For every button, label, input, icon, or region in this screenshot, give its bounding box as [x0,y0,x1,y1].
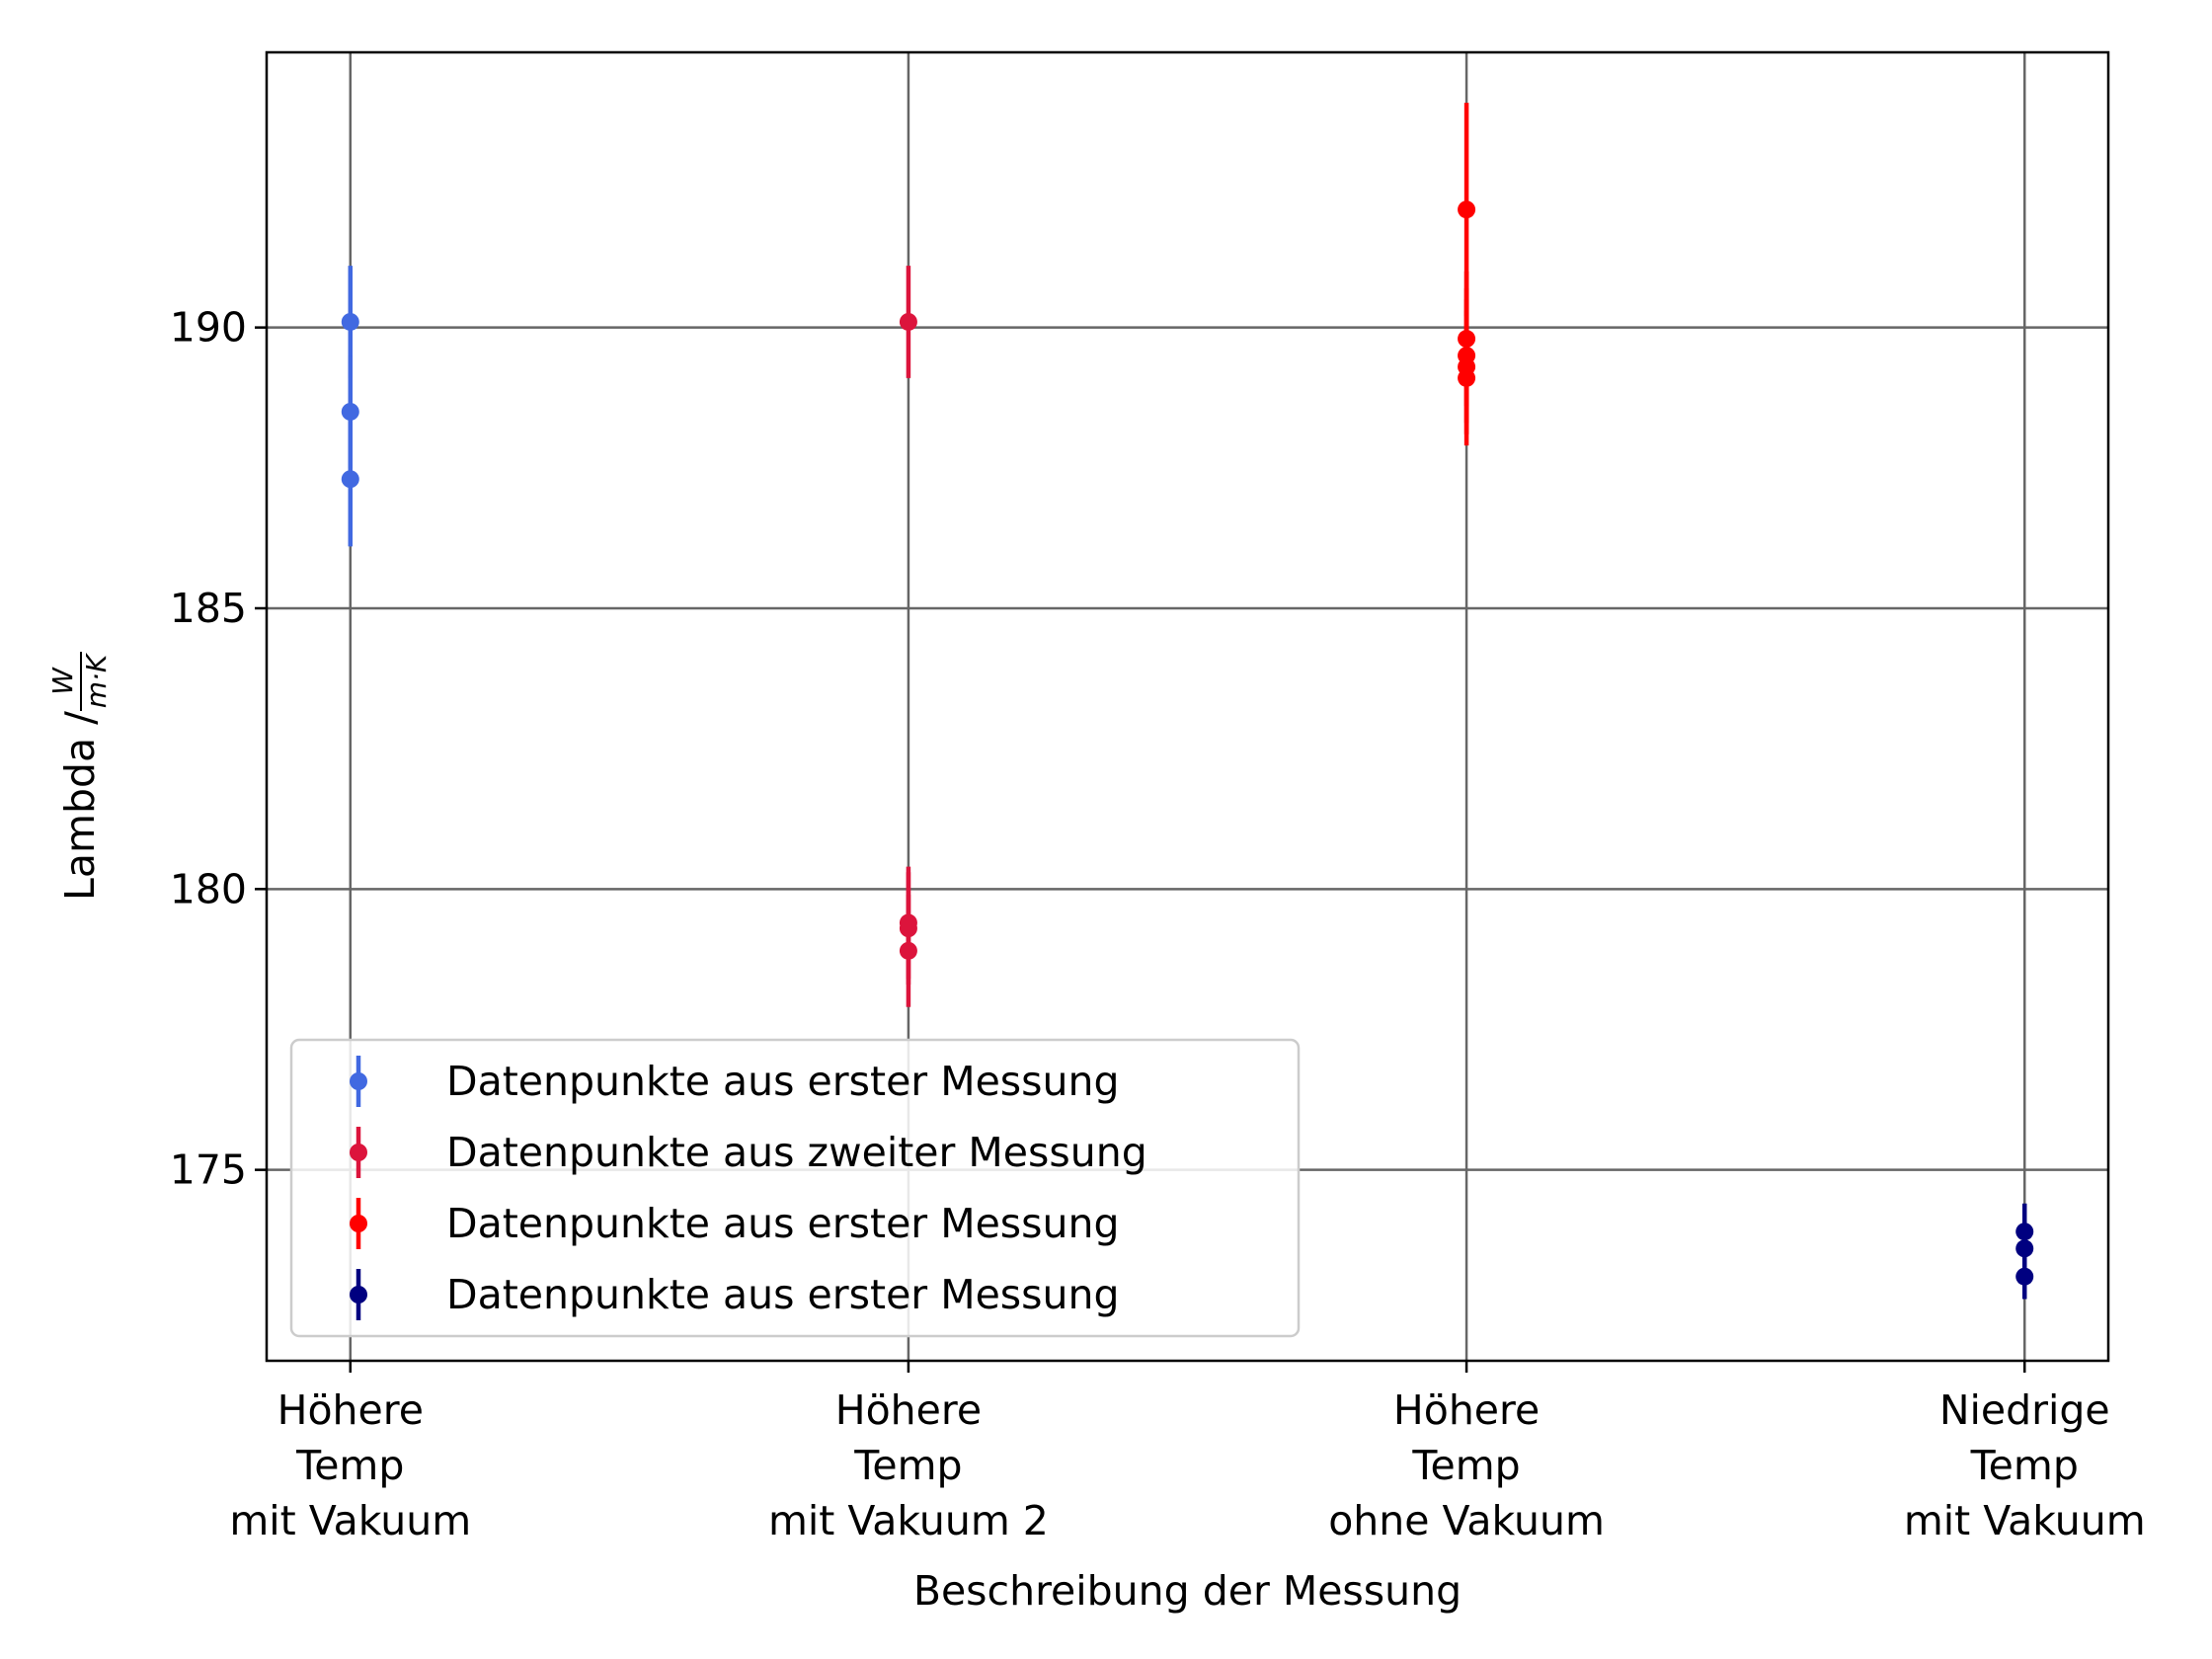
y-tick-label: 190 [170,304,247,352]
y-tick-label: 180 [170,865,247,912]
data-point [341,402,359,421]
legend-marker-point [350,1215,367,1232]
legend-marker-point [350,1072,367,1090]
y-axis-unit-denominator: m·K [80,652,113,708]
x-tick-label: Höhere [835,1386,982,1434]
data-point [2015,1223,2034,1241]
x-axis-ticks: Höhere Temp mit Vakuum Höhere Temp mit Vakuum… [229,1361,2146,1544]
plot-frame [265,50,2110,1363]
data-point [899,919,917,938]
x-tick-label: Temp [853,1442,962,1489]
data-point [341,312,359,331]
x-tick-label: Temp [295,1442,404,1489]
x-tick-label: Temp [1411,1442,1520,1489]
x-tick-label: mit Vakuum 2 [768,1497,1049,1544]
data-point [1458,200,1476,219]
y-axis-label: Lambda / W m·K [46,652,113,901]
x-tick-label: Höhere [277,1386,424,1434]
y-axis-ticks: 175 180 185 190 [170,304,267,1194]
data-point [899,941,917,960]
x-tick-label: Temp [1970,1442,2079,1489]
data-point [1458,368,1476,387]
x-tick-label: mit Vakuum [229,1497,471,1544]
y-tick-label: 175 [170,1146,247,1194]
x-tick-label: ohne Vakuum [1328,1497,1605,1544]
x-axis-label: Beschreibung der Messung [913,1567,1462,1615]
y-tick-label: 185 [170,585,247,632]
legend-label: Datenpunkte aus erster Messung [446,1271,1120,1318]
data-point [341,470,359,489]
x-tick-label: Niedrige [1939,1386,2110,1434]
data-points [341,200,2034,1286]
data-point [2015,1267,2034,1286]
legend-box [289,1038,1301,1338]
data-point [899,312,917,331]
legend-label: Datenpunkte aus erster Messung [446,1200,1120,1247]
legend-marker-point [350,1144,367,1161]
y-axis-label-text: Lambda / [56,711,104,901]
y-axis-unit-numerator: W [46,667,79,695]
x-tick-label: Höhere [1393,1386,1540,1434]
data-point [1458,330,1476,349]
legend: Datenpunkte aus erster Messung Datenpunkt… [289,1038,1301,1338]
x-tick-label: mit Vakuum [1904,1497,2146,1544]
legend-label: Datenpunkte aus zweiter Messung [446,1129,1147,1176]
data-point [2015,1239,2034,1258]
legend-label: Datenpunkte aus erster Messung [446,1058,1120,1105]
legend-marker-point [350,1286,367,1304]
